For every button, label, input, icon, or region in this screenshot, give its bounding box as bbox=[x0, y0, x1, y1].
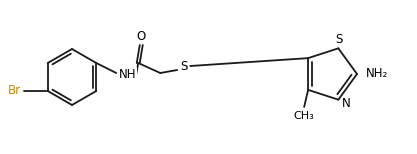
Text: N: N bbox=[342, 97, 351, 110]
Text: S: S bbox=[336, 33, 343, 46]
Text: Br: Br bbox=[8, 85, 21, 97]
Text: S: S bbox=[181, 59, 188, 73]
Text: CH₃: CH₃ bbox=[294, 111, 314, 121]
Text: NH₂: NH₂ bbox=[366, 67, 388, 79]
Text: NH: NH bbox=[118, 67, 136, 81]
Text: O: O bbox=[137, 30, 146, 43]
